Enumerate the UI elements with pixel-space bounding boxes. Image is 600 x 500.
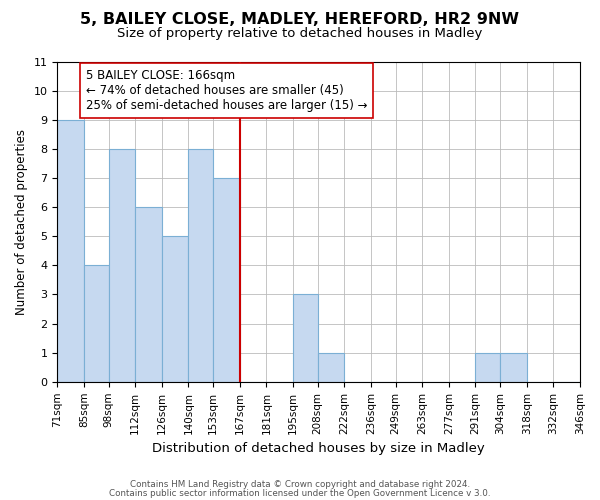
Bar bbox=[188, 149, 213, 382]
Bar bbox=[135, 207, 162, 382]
Text: Contains HM Land Registry data © Crown copyright and database right 2024.: Contains HM Land Registry data © Crown c… bbox=[130, 480, 470, 489]
Bar bbox=[84, 266, 109, 382]
Bar bbox=[475, 352, 500, 382]
Bar bbox=[162, 236, 188, 382]
Text: Size of property relative to detached houses in Madley: Size of property relative to detached ho… bbox=[118, 28, 482, 40]
Text: Contains public sector information licensed under the Open Government Licence v : Contains public sector information licen… bbox=[109, 488, 491, 498]
Text: 5 BAILEY CLOSE: 166sqm
← 74% of detached houses are smaller (45)
25% of semi-det: 5 BAILEY CLOSE: 166sqm ← 74% of detached… bbox=[86, 69, 367, 112]
Bar bbox=[213, 178, 240, 382]
Bar bbox=[317, 352, 344, 382]
Bar bbox=[109, 149, 135, 382]
X-axis label: Distribution of detached houses by size in Madley: Distribution of detached houses by size … bbox=[152, 442, 485, 455]
Bar bbox=[57, 120, 84, 382]
Bar bbox=[500, 352, 527, 382]
Text: 5, BAILEY CLOSE, MADLEY, HEREFORD, HR2 9NW: 5, BAILEY CLOSE, MADLEY, HEREFORD, HR2 9… bbox=[80, 12, 520, 28]
Bar bbox=[293, 294, 317, 382]
Y-axis label: Number of detached properties: Number of detached properties bbox=[15, 128, 28, 314]
